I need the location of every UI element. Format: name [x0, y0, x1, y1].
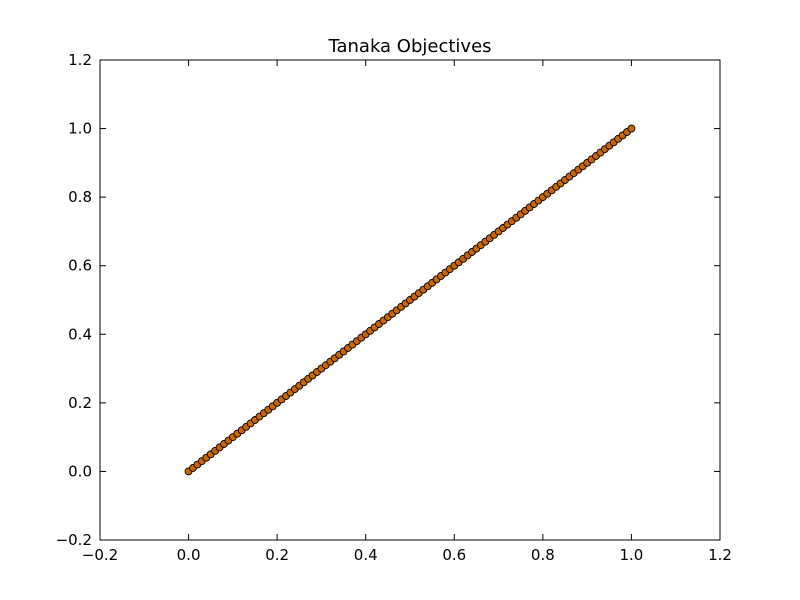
data-points [184, 124, 636, 476]
x-tick-label: 1.2 [708, 546, 732, 564]
x-tick-label: 0.2 [265, 546, 289, 564]
tick-labels: −0.2 0.0 0.2 0.4 0.6 0.8 1.0 1.2 −0.2 0.0 0.2 0.4 0.… [56, 51, 732, 564]
x-tick-label: 0.0 [177, 546, 201, 564]
x-tick-label: 1.0 [619, 546, 643, 564]
y-tick-label: 0.8 [68, 188, 92, 206]
x-tick-label: −0.2 [82, 546, 118, 564]
y-tick-label: 1.2 [68, 51, 92, 69]
y-tick-label: 0.4 [68, 325, 92, 343]
y-tick-label: 0.0 [68, 462, 92, 480]
x-tick-label: 0.4 [354, 546, 378, 564]
chart-title: Tanaka Objectives [327, 36, 491, 57]
x-tick-label: 0.6 [442, 546, 466, 564]
y-tick-label: 1.0 [68, 120, 92, 138]
y-tick-label: 0.2 [68, 394, 92, 412]
plot-area-frame [99, 59, 721, 541]
x-tick-label: 0.8 [531, 546, 555, 564]
data-point [627, 124, 636, 133]
y-tick-label: 0.6 [68, 257, 92, 275]
y-tick-label: −0.2 [56, 531, 92, 549]
